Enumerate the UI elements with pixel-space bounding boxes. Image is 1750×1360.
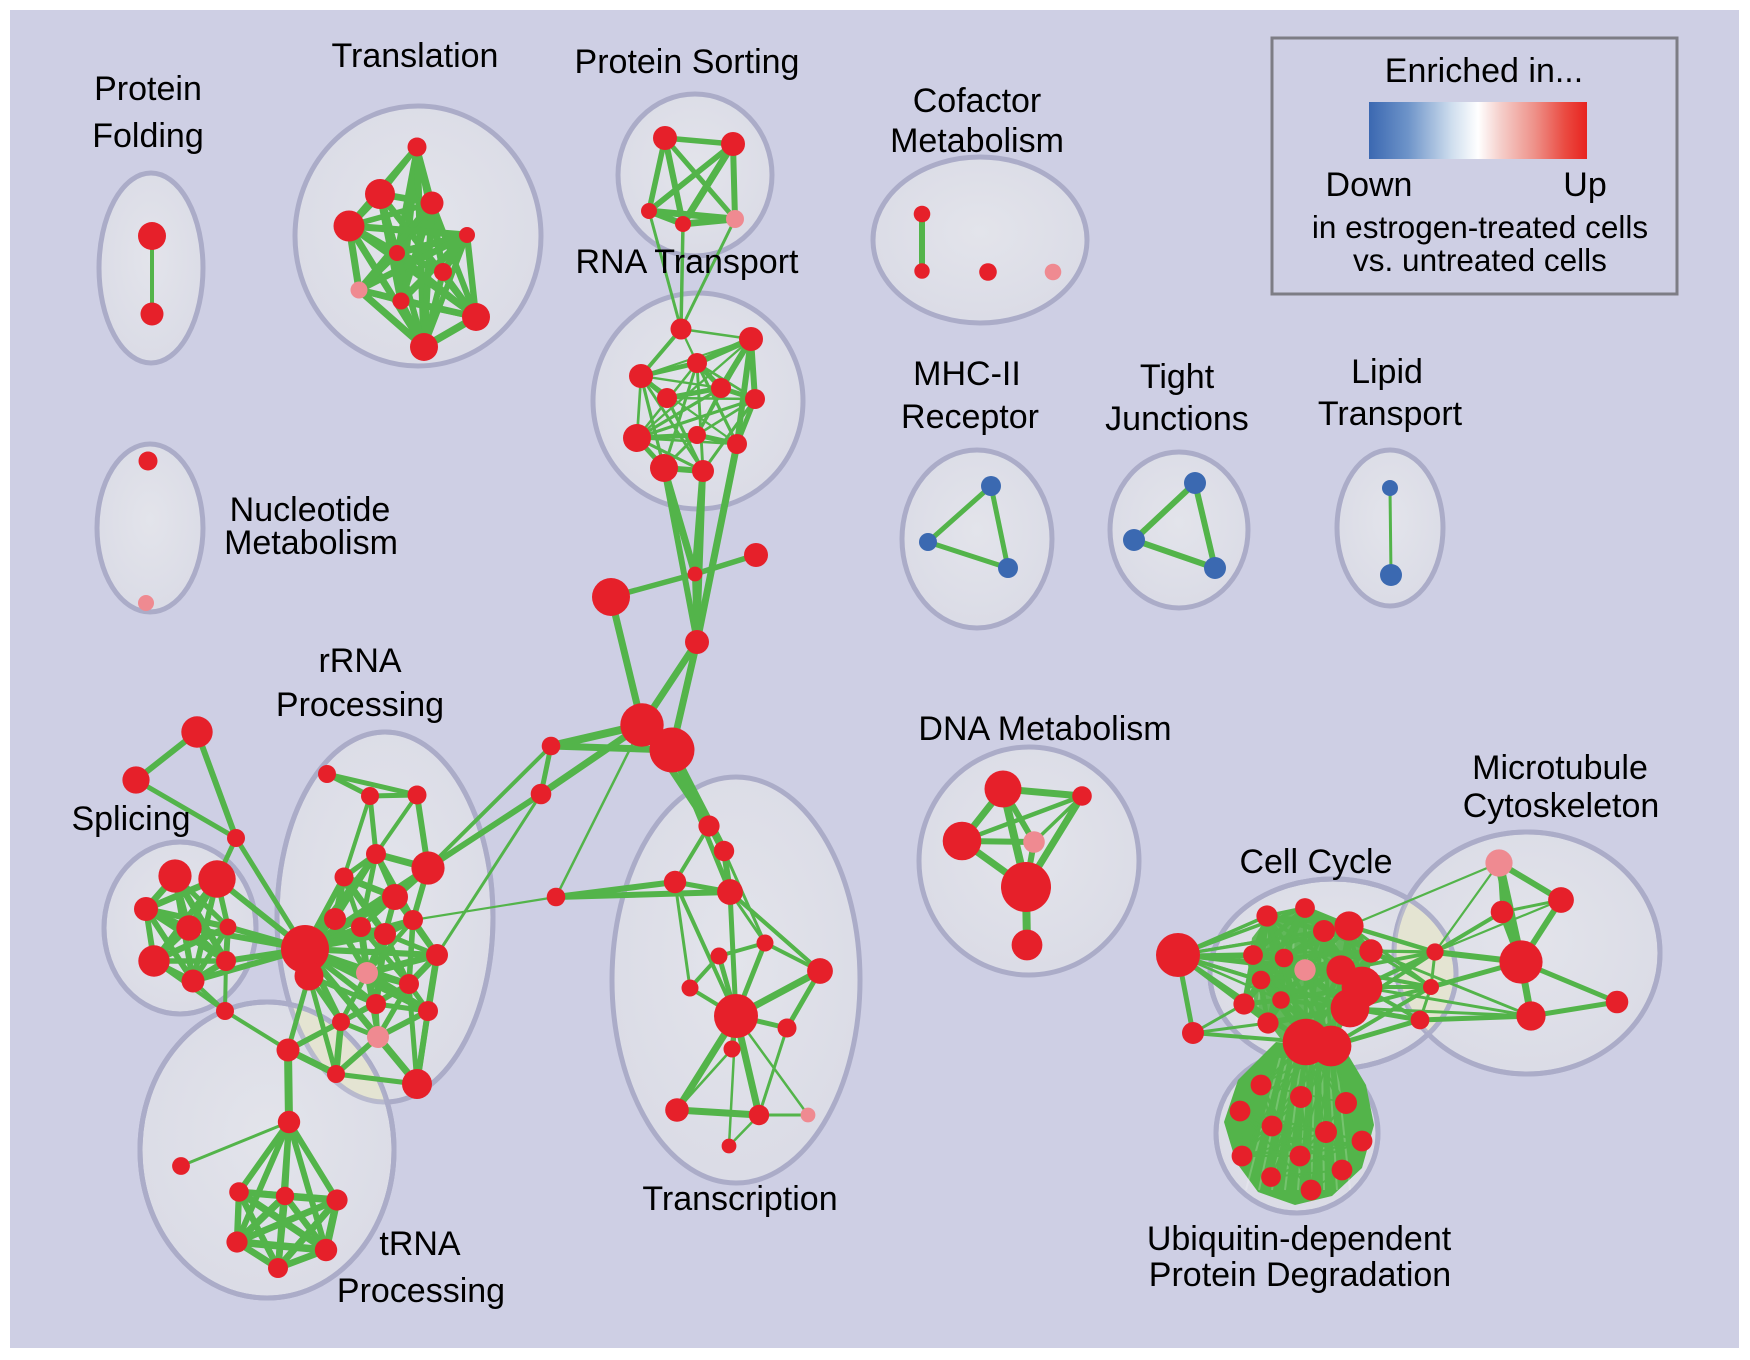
svg-text:tRNA: tRNA [379, 1225, 461, 1263]
svg-text:Protein: Protein [94, 70, 202, 108]
svg-text:Cell Cycle: Cell Cycle [1239, 843, 1392, 881]
svg-text:Microtubule: Microtubule [1472, 749, 1648, 787]
svg-text:Processing: Processing [337, 1272, 505, 1310]
svg-text:Transcription: Transcription [642, 1180, 837, 1218]
svg-text:Ubiquitin-dependent: Ubiquitin-dependent [1147, 1220, 1452, 1258]
svg-text:vs. untreated cells: vs. untreated cells [1353, 242, 1607, 278]
svg-text:Splicing: Splicing [71, 800, 190, 838]
svg-text:Down: Down [1326, 166, 1413, 204]
svg-text:Cofactor: Cofactor [913, 82, 1042, 120]
svg-text:MHC-II: MHC-II [913, 355, 1021, 393]
svg-text:Cytoskeleton: Cytoskeleton [1463, 787, 1660, 825]
svg-text:Tight: Tight [1140, 358, 1215, 396]
svg-text:Up: Up [1563, 166, 1606, 204]
svg-text:Protein Sorting: Protein Sorting [575, 43, 800, 81]
svg-text:Lipid: Lipid [1351, 353, 1423, 391]
svg-text:Enriched in...: Enriched in... [1385, 52, 1583, 90]
svg-text:rRNA: rRNA [318, 642, 401, 680]
svg-text:RNA Transport: RNA Transport [576, 243, 800, 281]
svg-text:Metabolism: Metabolism [890, 122, 1064, 160]
svg-text:Processing: Processing [276, 686, 444, 724]
svg-text:in estrogen-treated cells: in estrogen-treated cells [1312, 209, 1648, 245]
svg-text:Junctions: Junctions [1105, 400, 1249, 438]
svg-text:Transport: Transport [1318, 395, 1463, 433]
svg-text:Translation: Translation [332, 37, 499, 75]
svg-text:Protein Degradation: Protein Degradation [1149, 1256, 1451, 1294]
svg-text:Receptor: Receptor [901, 398, 1039, 436]
svg-text:Metabolism: Metabolism [224, 524, 398, 562]
svg-text:Folding: Folding [92, 117, 204, 155]
svg-text:Nucleotide: Nucleotide [230, 491, 391, 529]
svg-text:DNA Metabolism: DNA Metabolism [918, 710, 1171, 748]
